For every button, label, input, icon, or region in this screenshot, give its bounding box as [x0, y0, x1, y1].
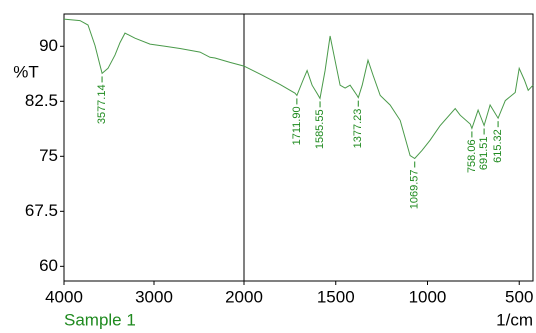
peak-label: 691.51: [478, 137, 490, 171]
y-axis-label: %T: [13, 62, 39, 81]
spectrum-line: [63, 18, 534, 160]
y-tick-label: 90: [39, 36, 58, 55]
peak-label: 1377.23: [352, 109, 364, 149]
x-tick-label: 2000: [225, 287, 263, 306]
y-tick-label: 82.5: [25, 91, 58, 110]
peak-label: 1585.55: [314, 109, 326, 149]
x-axis-label: 1/cm: [496, 310, 533, 329]
y-tick-label: 60: [39, 256, 58, 275]
peak-label: 1711.90: [291, 106, 303, 145]
sample-label: Sample 1: [64, 310, 136, 329]
plot-frame: [63, 13, 534, 282]
y-tick-label: 75: [39, 146, 58, 165]
peak-label: 1069.57: [409, 170, 421, 210]
y-tick-label: 67.5: [25, 201, 58, 220]
x-tick-label: 500: [505, 287, 533, 306]
peak-label: 3577.14: [96, 84, 108, 124]
peak-label: 758.06: [466, 139, 478, 173]
x-tick-label: 3000: [135, 287, 173, 306]
x-tick-label: 1000: [409, 287, 447, 306]
peak-label: 615.32: [492, 129, 504, 163]
x-tick-label: 4000: [45, 287, 83, 306]
x-tick-label: 1500: [317, 287, 355, 306]
